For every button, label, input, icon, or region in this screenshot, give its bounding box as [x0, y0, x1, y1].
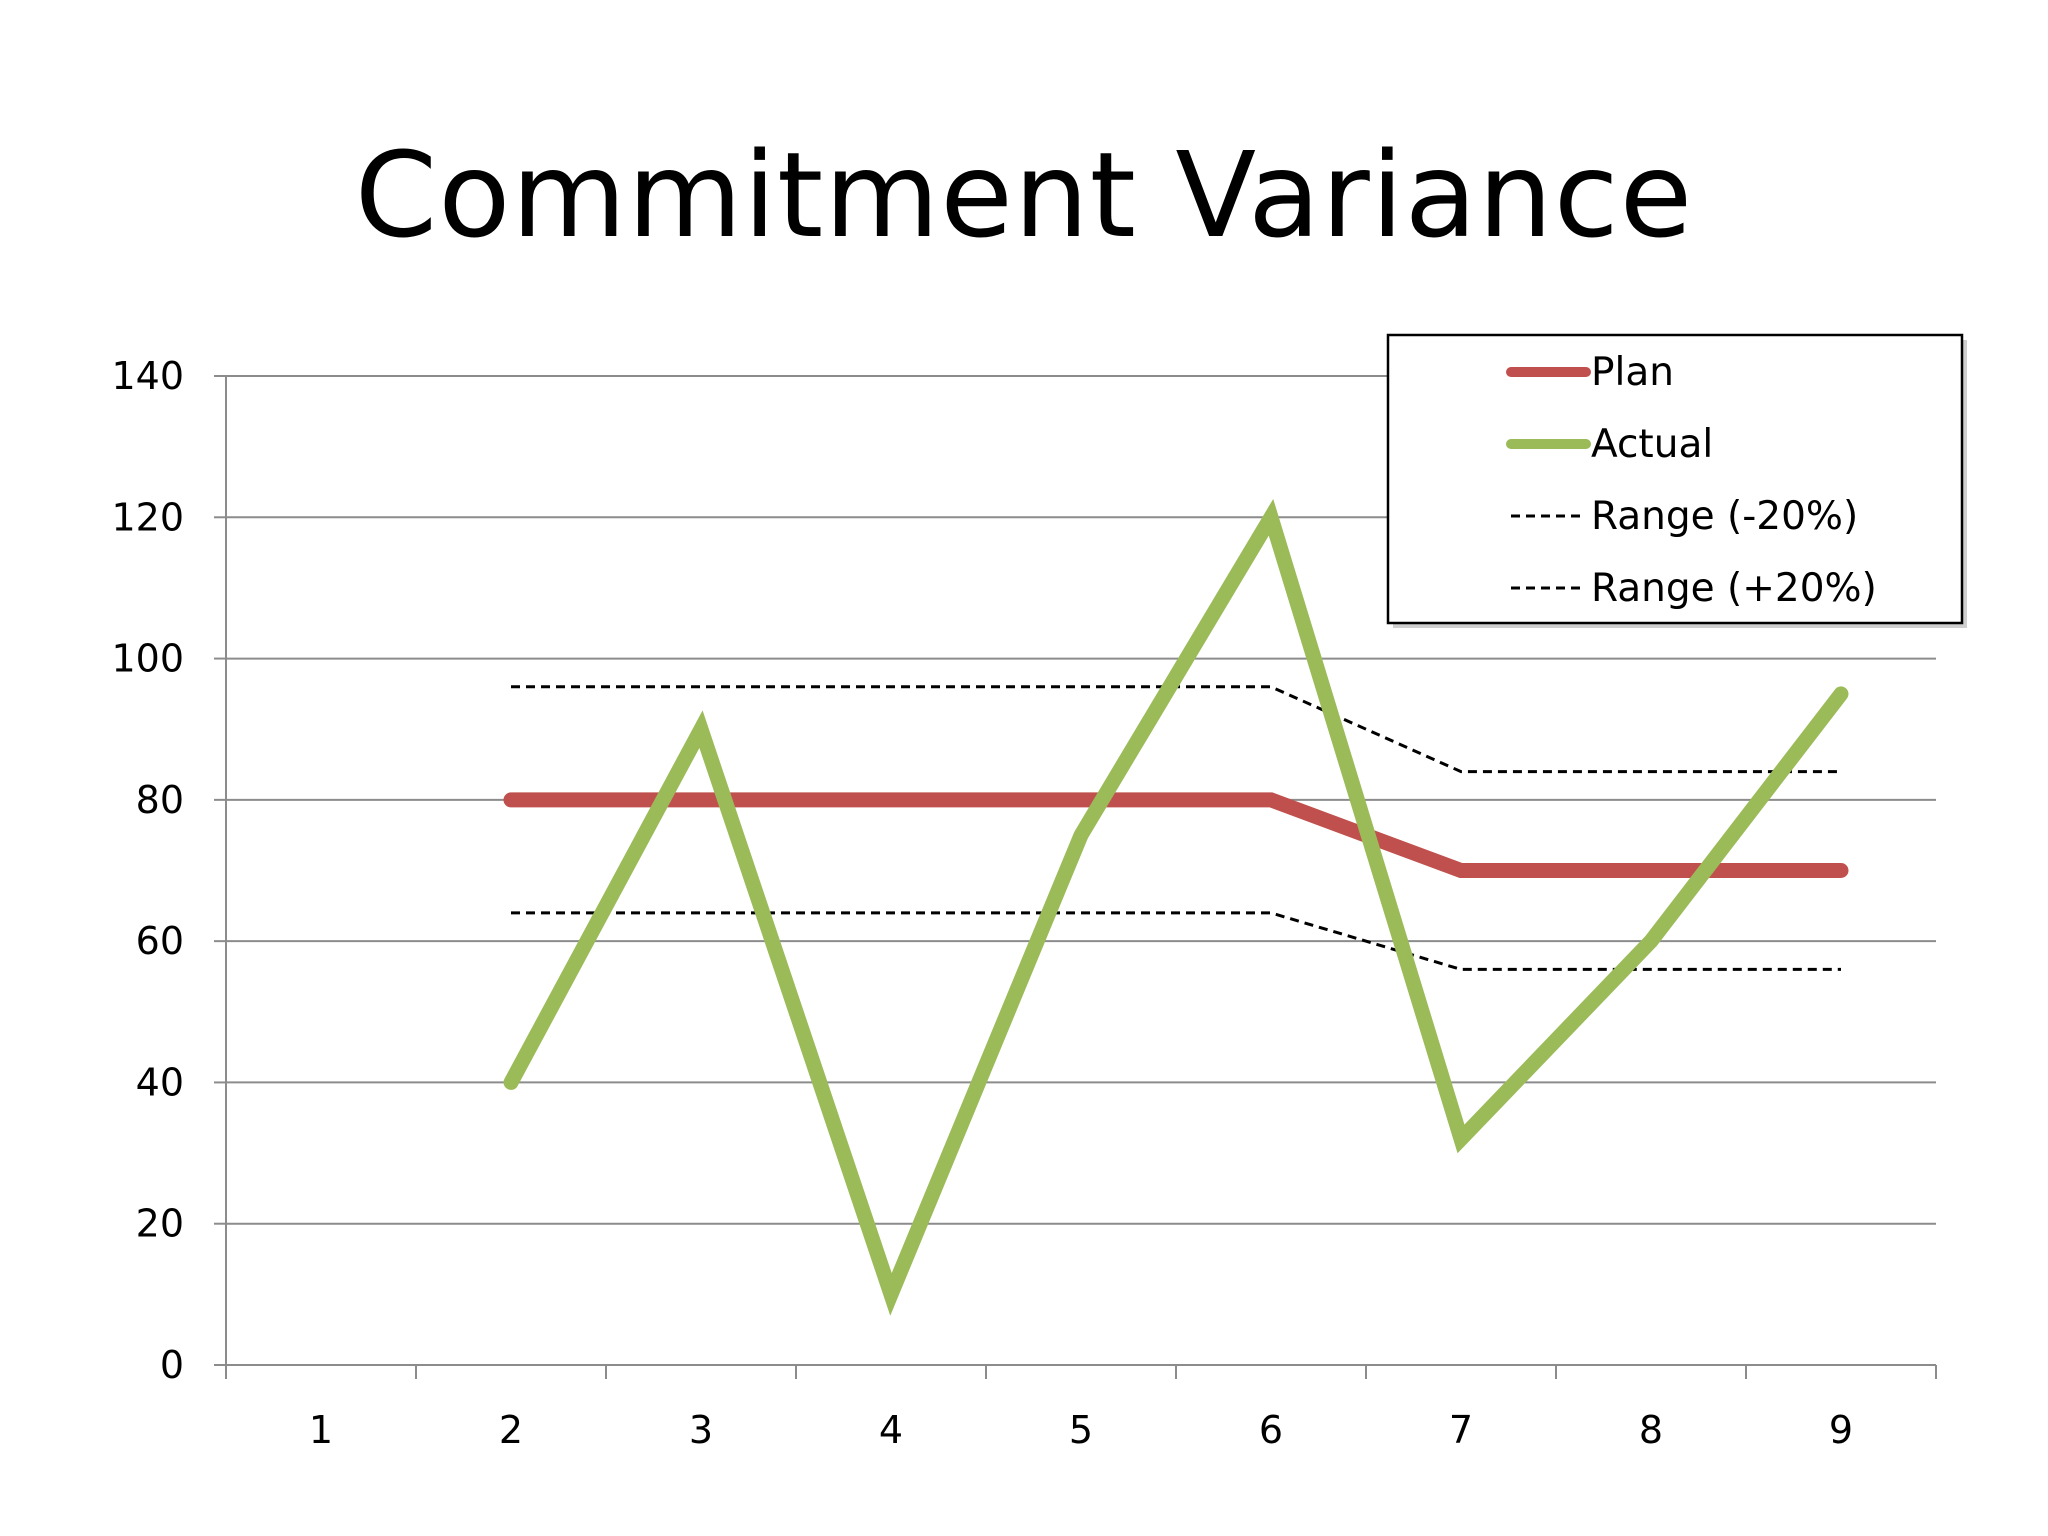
y-tick-label: 20	[136, 1202, 184, 1246]
y-tick-label: 140	[111, 354, 184, 398]
legend-label: Range (-20%)	[1591, 494, 1858, 539]
axes: 0 20 40 60 80 100 120 140 1 2 3 4 5 6 7 8 9	[111, 354, 1937, 1452]
legend-label: Plan	[1591, 350, 1674, 395]
x-tick-label: 9	[1829, 1408, 1853, 1452]
chart-title: Commitment Variance	[354, 126, 1694, 264]
y-tick-label: 100	[111, 637, 184, 681]
x-tick-label: 6	[1259, 1408, 1283, 1452]
series-lines	[503, 498, 1849, 1316]
x-tick-label: 2	[499, 1408, 523, 1452]
y-tick-label: 0	[160, 1343, 184, 1387]
legend-label: Range (+20%)	[1591, 566, 1877, 611]
x-tick-label: 8	[1639, 1408, 1663, 1452]
series-line-plan	[503, 792, 1849, 878]
y-tick-label: 60	[136, 919, 184, 963]
x-tick-label: 7	[1449, 1408, 1473, 1452]
y-tick-label: 80	[136, 778, 184, 822]
x-tick-label: 1	[309, 1408, 333, 1452]
legend-box	[1386, 333, 1964, 625]
legend-label: Actual	[1591, 422, 1713, 467]
legend: Plan Actual Range (-20%) Range (+20%)	[1386, 333, 1967, 628]
y-tick-label: 120	[111, 495, 184, 539]
y-tick-label: 40	[136, 1060, 184, 1104]
x-tick-label: 5	[1069, 1408, 1093, 1452]
x-tick-label: 3	[689, 1408, 713, 1452]
series-line-actual	[503, 498, 1849, 1316]
x-tick-label: 4	[879, 1408, 903, 1452]
